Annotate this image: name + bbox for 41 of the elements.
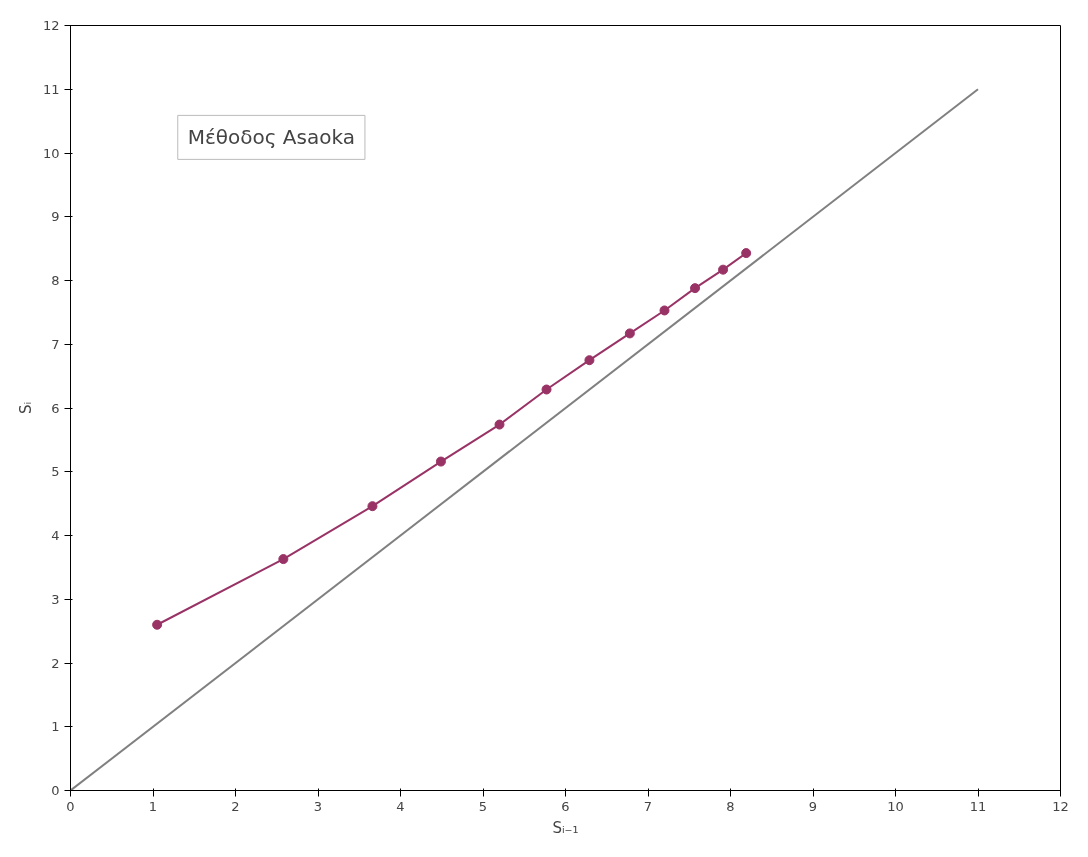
y-tick-label: 0 bbox=[51, 783, 60, 798]
point bbox=[278, 554, 289, 565]
point bbox=[435, 456, 446, 467]
y-tick-label: 5 bbox=[51, 464, 60, 480]
y-tick-label: 9 bbox=[51, 209, 60, 225]
x-tick-label: 0 bbox=[66, 798, 75, 814]
point bbox=[718, 264, 729, 275]
y-tick-label: 6 bbox=[51, 400, 60, 416]
x-tick-label: 5 bbox=[478, 798, 488, 814]
x-tick-label: 11 bbox=[969, 798, 987, 814]
point bbox=[494, 419, 505, 430]
x-tick-label: 3 bbox=[313, 798, 323, 814]
y-axis-title: Sᵢ bbox=[16, 401, 35, 415]
point bbox=[367, 501, 378, 512]
y-tick-label: 7 bbox=[51, 336, 60, 352]
y-tick-label: 10 bbox=[42, 145, 60, 161]
x-tick-label: 10 bbox=[887, 798, 904, 814]
y-tick-label: 1 bbox=[51, 719, 60, 735]
point bbox=[624, 328, 635, 339]
x-tick-label: 9 bbox=[808, 798, 818, 814]
x-tick-label: 2 bbox=[231, 798, 240, 814]
annotation: Μέθοδος Asaoka bbox=[187, 125, 355, 150]
x-tick-label: 8 bbox=[726, 798, 735, 814]
y-tick-label: 8 bbox=[51, 273, 60, 288]
point bbox=[584, 355, 595, 366]
x-tick-label: 1 bbox=[148, 798, 158, 814]
x-tick-label: 6 bbox=[561, 798, 570, 814]
x-tick-label: 4 bbox=[396, 798, 405, 814]
x-tick-label: 7 bbox=[643, 798, 653, 814]
y-tick-label: 2 bbox=[51, 655, 60, 671]
point bbox=[541, 384, 552, 395]
y-tick-label: 11 bbox=[42, 81, 60, 97]
y-tick-label: 3 bbox=[51, 591, 60, 607]
y-tick-label: 4 bbox=[51, 528, 60, 543]
x-axis-title: Sᵢ₋₁ bbox=[552, 818, 579, 837]
point bbox=[152, 619, 163, 630]
point bbox=[659, 305, 670, 316]
point bbox=[741, 248, 752, 259]
x-tick-label: 12 bbox=[1052, 798, 1069, 814]
point bbox=[690, 283, 701, 294]
y-tick-label: 12 bbox=[42, 18, 60, 33]
